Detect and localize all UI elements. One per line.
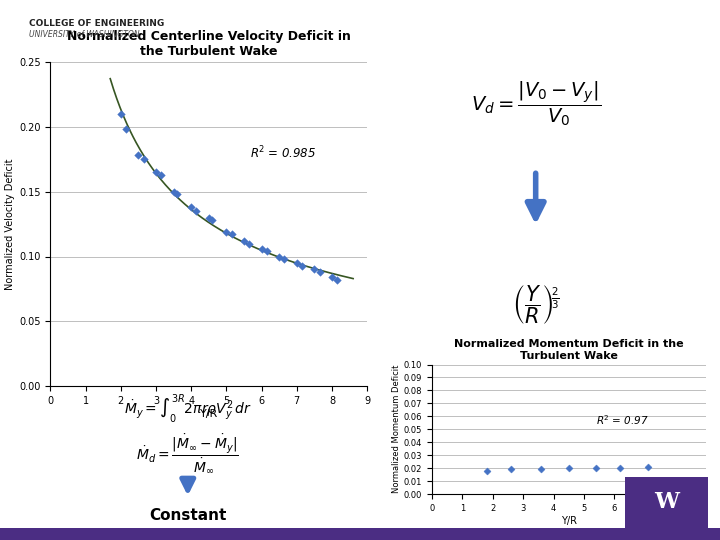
Point	[256, 245, 267, 253]
Point	[291, 259, 302, 267]
Point	[115, 110, 127, 118]
Point	[274, 252, 285, 261]
Point	[326, 273, 338, 281]
Text: $\left(\dfrac{Y}{R}\right)^{\!\frac{2}{3}}$: $\left(\dfrac{Y}{R}\right)^{\!\frac{2}{3…	[512, 283, 559, 326]
Text: Constant: Constant	[149, 508, 227, 523]
Point	[120, 125, 132, 134]
Point	[297, 261, 308, 270]
Point	[220, 227, 232, 236]
Point	[207, 216, 218, 225]
Title: Normalized Centerline Velocity Deficit in
the Turbulent Wake: Normalized Centerline Velocity Deficit i…	[67, 30, 351, 58]
Point	[186, 203, 197, 212]
Text: W: W	[654, 491, 679, 514]
Point	[238, 237, 250, 245]
Point	[226, 230, 238, 239]
X-axis label: Y/R: Y/R	[561, 516, 577, 525]
Text: COLLEGE OF ENGINEERING: COLLEGE OF ENGINEERING	[29, 19, 164, 28]
Point	[203, 213, 215, 222]
Y-axis label: Normalized Velocity Deficit: Normalized Velocity Deficit	[5, 158, 15, 290]
Point	[168, 187, 179, 196]
Text: $\dot{M}_y = \int_0^{3R} 2\pi r \rho V_y^2 \, dr$: $\dot{M}_y = \int_0^{3R} 2\pi r \rho V_y…	[124, 392, 252, 425]
Y-axis label: Normalized Momentum Deficit: Normalized Momentum Deficit	[392, 365, 401, 494]
Point	[261, 247, 273, 255]
Point	[536, 465, 547, 474]
Point	[191, 207, 202, 215]
Point	[132, 151, 144, 160]
Point	[279, 255, 290, 264]
Point	[171, 190, 183, 199]
X-axis label: Y/R: Y/R	[199, 409, 218, 419]
Point	[505, 465, 517, 474]
Text: $V_d = \dfrac{|V_0 - V_y|}{V_0}$: $V_d = \dfrac{|V_0 - V_y|}{V_0}$	[471, 79, 600, 127]
Point	[314, 268, 325, 276]
Point	[563, 464, 575, 472]
Point	[615, 464, 626, 472]
Text: UNIVERSITY of WASHINGTON: UNIVERSITY of WASHINGTON	[29, 30, 140, 39]
Title: Normalized Momentum Deficit in the
Turbulent Wake: Normalized Momentum Deficit in the Turbu…	[454, 339, 683, 361]
Point	[156, 171, 167, 179]
Point	[309, 265, 320, 274]
Point	[331, 275, 343, 284]
Point	[138, 155, 150, 164]
Text: R$^2$ = 0.985: R$^2$ = 0.985	[250, 145, 316, 161]
Point	[590, 464, 602, 472]
Text: R$^2$ = 0.97: R$^2$ = 0.97	[596, 413, 649, 427]
Point	[481, 467, 492, 475]
Point	[150, 168, 162, 177]
Point	[642, 463, 654, 471]
Point	[243, 239, 255, 248]
Text: $\dot{M}_d = \dfrac{|\dot{M}_\infty - \dot{M}_y|}{\dot{M}_\infty}$: $\dot{M}_d = \dfrac{|\dot{M}_\infty - \d…	[136, 433, 239, 475]
